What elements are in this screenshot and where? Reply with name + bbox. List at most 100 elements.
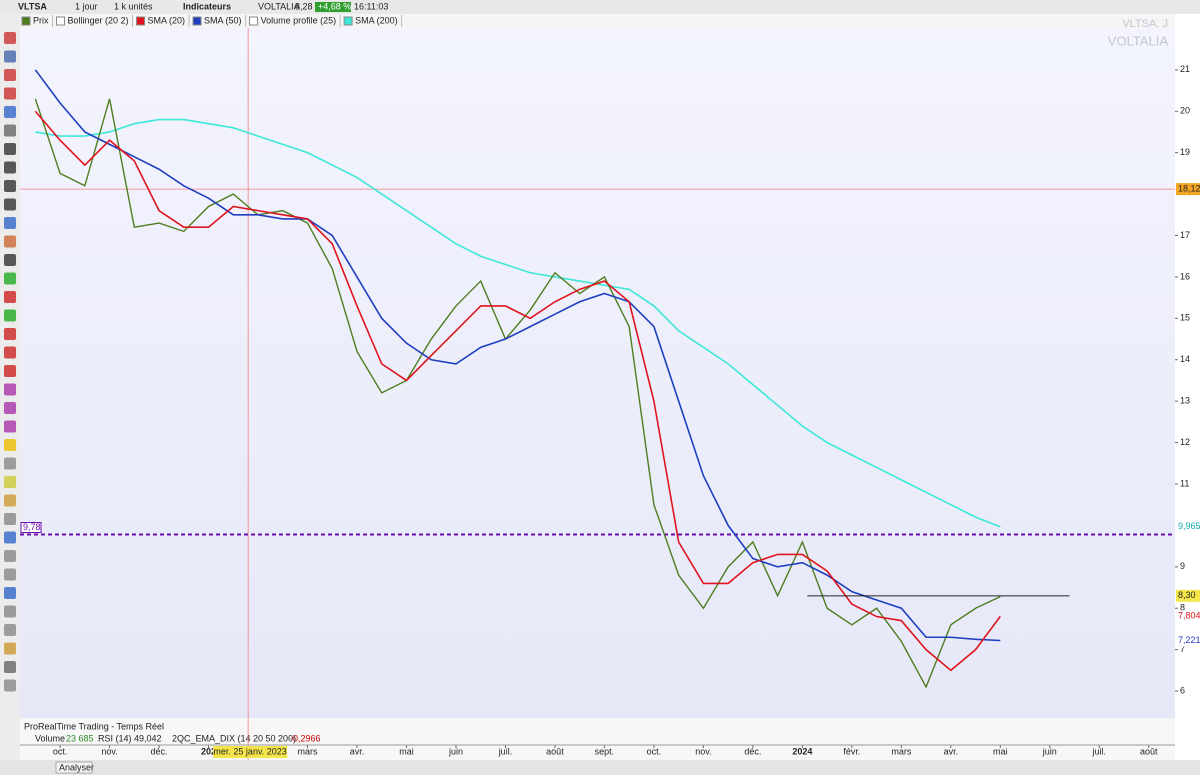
y-tick-label: 19: [1180, 147, 1190, 157]
tool-icon: [4, 198, 16, 211]
lower-panel: [20, 718, 1175, 760]
x-tick-label: 202: [201, 746, 216, 756]
last-label: 7,221: [1178, 635, 1200, 645]
legend-swatch: [136, 16, 146, 26]
tool-icon: [4, 439, 16, 451]
y-tick-label: 7: [1180, 644, 1185, 654]
tool-icon: [4, 106, 16, 118]
legend-label[interactable]: Volume profile (25): [261, 15, 337, 25]
x-tick-label: juin: [448, 746, 463, 756]
x-tick-label: 2024: [792, 746, 812, 756]
tool-icon: [4, 50, 16, 63]
y-tick-label: 21: [1180, 64, 1190, 74]
tool-icon: [4, 180, 16, 192]
tool-icon: [4, 624, 16, 636]
legend-label[interactable]: SMA (50): [204, 15, 242, 25]
legend-label[interactable]: SMA (20): [148, 15, 186, 25]
analyser-label[interactable]: Analyser: [59, 762, 94, 772]
change: +4,68 %: [318, 1, 351, 11]
tool-icon: [4, 402, 16, 414]
x-tick-label: mars: [891, 746, 911, 756]
time: 16:11:03: [354, 1, 388, 11]
legend-swatch: [21, 16, 31, 26]
y-axis-area: [1175, 14, 1200, 760]
x-tick-label: oct.: [53, 746, 68, 756]
x-tick-label: mai: [399, 746, 414, 756]
x-tick-label: nov.: [695, 746, 711, 756]
tool-icon: [4, 291, 16, 303]
watermark-name: VOLTALIA: [1108, 33, 1169, 48]
tool-icon: [4, 420, 16, 433]
last-label-bg: [1176, 589, 1200, 602]
instrument-name: VOLTALIA: [258, 1, 300, 11]
y-tick-label: 6: [1180, 685, 1185, 695]
x-tick-label: juin: [1042, 746, 1057, 756]
legend-label[interactable]: Prix: [33, 15, 49, 25]
series-line: [34, 98, 1001, 689]
tool-icon: [4, 383, 16, 396]
legend-swatch: [343, 16, 353, 26]
analyser-button[interactable]: [55, 761, 93, 774]
tool-icon: [4, 32, 16, 44]
tool-icon: [4, 217, 16, 229]
indicators-button[interactable]: Indicateurs: [183, 1, 231, 11]
last-label: 8,30: [1178, 590, 1196, 600]
tool-icon: [4, 235, 16, 248]
last-price: 8,28: [295, 1, 313, 11]
change-badge: [315, 2, 351, 12]
tool-icon: [4, 143, 16, 155]
ema-indicator: 2QC_EMA_DIX (14 20 50 200): [172, 733, 296, 743]
level-label-bg: [20, 522, 42, 534]
tool-icon: [4, 568, 16, 581]
tool-icon: [4, 587, 16, 599]
legend-swatch: [249, 16, 259, 26]
y-tick-label: 17: [1180, 230, 1190, 240]
tool-icon: [4, 679, 16, 692]
panel-title: ProRealTime Trading - Temps Réel: [24, 721, 164, 731]
volume-label: Volume: [35, 733, 65, 743]
x-tick-label: nov.: [101, 746, 117, 756]
rsi: RSI (14) 49,042: [98, 733, 162, 743]
last-label-bg: [1176, 610, 1200, 623]
x-tick-label: août: [546, 746, 564, 756]
level-label: 9,78: [23, 522, 41, 532]
tool-icon: [4, 494, 16, 507]
legend-label[interactable]: SMA (200): [355, 15, 398, 25]
y-tick-label: 9: [1180, 561, 1185, 571]
last-label-bg: [1176, 634, 1200, 647]
x-tick-label: juil.: [1092, 746, 1107, 756]
tool-icon: [4, 365, 16, 377]
tool-icon: [4, 272, 16, 285]
toolbar-texts: VLTSA 1 jour 1 k unités Indicateurs VOLT…: [18, 1, 388, 12]
x-tick-label: mai: [993, 746, 1008, 756]
x-tick-label: févr.: [843, 746, 860, 756]
symbol[interactable]: VLTSA: [18, 1, 47, 11]
legend-label[interactable]: Bollinger (20 2): [68, 15, 129, 25]
x-tick-label: déc.: [744, 746, 761, 756]
volume-value: 23 685: [66, 733, 94, 743]
legend-bar: [0, 14, 1200, 28]
x-tick-label: juil.: [498, 746, 513, 756]
tool-icon: [4, 661, 16, 673]
date-label-bg: [213, 746, 288, 758]
units[interactable]: 1 k unités: [114, 1, 153, 11]
top-toolbar: [0, 0, 1200, 14]
tool-icon: [4, 69, 16, 81]
x-tick-label: avr.: [944, 746, 959, 756]
ema-value: -0,2966: [290, 733, 321, 743]
period[interactable]: 1 jour: [75, 1, 98, 11]
tool-icon: [4, 550, 16, 562]
last-label: 9,965: [1178, 521, 1200, 531]
y-tick-label: 11: [1180, 478, 1189, 488]
y-tick-label: 15: [1180, 313, 1190, 323]
last-label: 7,8046: [1178, 611, 1200, 621]
x-tick-label: oct.: [647, 746, 662, 756]
plot-area: [20, 28, 1175, 718]
tool-icon: [4, 254, 16, 266]
last-label-bg: [1176, 520, 1200, 533]
x-tick-label: déc.: [151, 746, 168, 756]
tool-icon: [4, 346, 16, 359]
legend-swatch: [192, 16, 202, 26]
legend-swatch: [56, 16, 65, 26]
tool-icon: [4, 161, 16, 174]
